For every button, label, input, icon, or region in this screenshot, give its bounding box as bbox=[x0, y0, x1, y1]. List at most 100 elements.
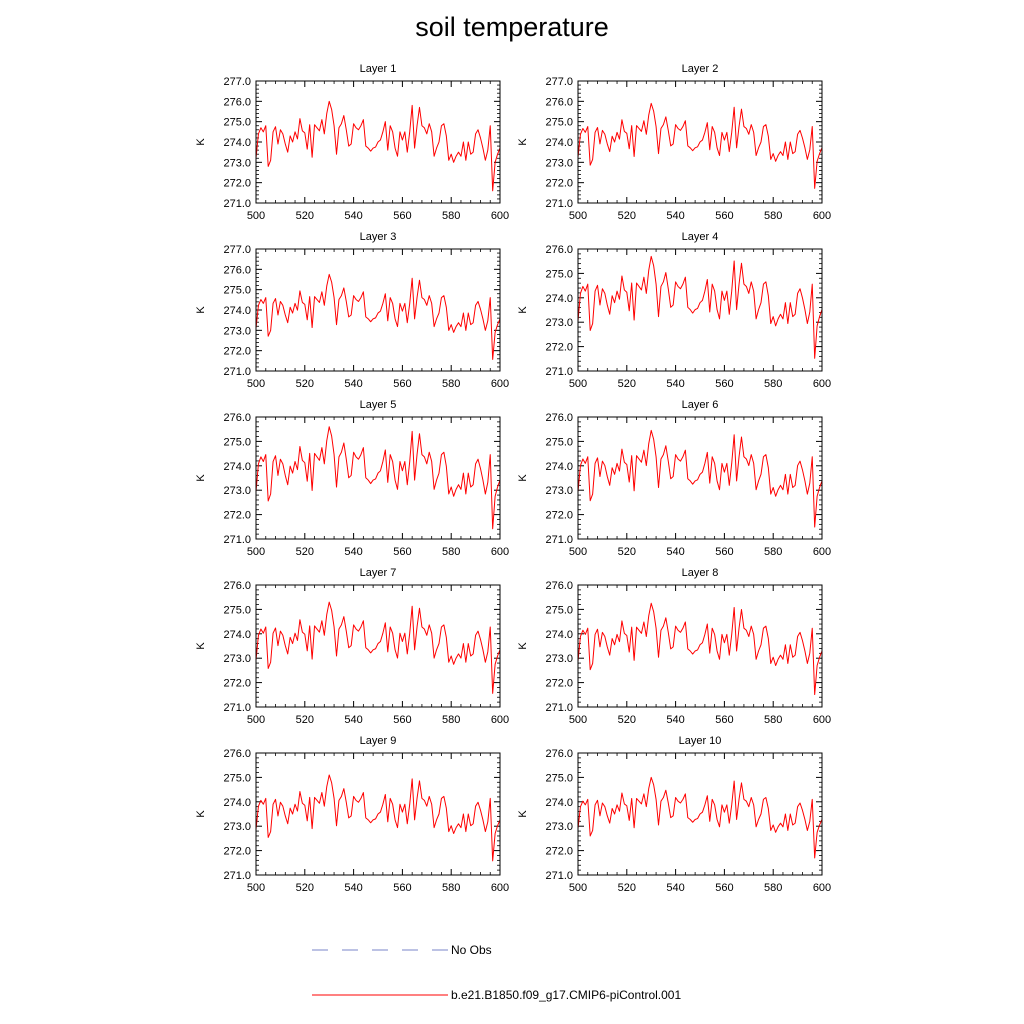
x-tick-label: 520 bbox=[618, 210, 636, 222]
y-tick-label: 274.0 bbox=[545, 293, 573, 305]
y-tick-label: 276.0 bbox=[545, 244, 573, 256]
series-line-model bbox=[577, 776, 823, 859]
x-tick-label: 500 bbox=[569, 210, 587, 222]
x-tick-label: 520 bbox=[618, 378, 636, 390]
panel-title: Layer 7 bbox=[360, 567, 397, 579]
panel-title: Layer 9 bbox=[360, 735, 397, 747]
legend-model-label: b.e21.B1850.f09_g17.CMIP6-piControl.001 bbox=[451, 988, 681, 1002]
x-tick-label: 560 bbox=[715, 714, 733, 726]
x-tick-label: 540 bbox=[344, 378, 362, 390]
y-tick-label: 273.0 bbox=[545, 317, 573, 329]
plot-frame bbox=[255, 584, 501, 708]
x-tick-label: 580 bbox=[442, 210, 460, 222]
y-axis-label: K bbox=[195, 642, 207, 650]
x-tick-label: 560 bbox=[715, 882, 733, 894]
x-tick-label: 540 bbox=[666, 210, 684, 222]
y-tick-label: 276.0 bbox=[223, 96, 251, 108]
x-tick-label: 600 bbox=[813, 210, 831, 222]
panel-title: Layer 1 bbox=[360, 63, 397, 75]
x-tick-label: 600 bbox=[491, 714, 509, 726]
y-tick-label: 275.0 bbox=[223, 117, 251, 129]
x-tick-label: 560 bbox=[715, 210, 733, 222]
x-tick-label: 600 bbox=[813, 714, 831, 726]
y-axis-label: K bbox=[517, 642, 529, 650]
panel-1: Layer 1 K 500 520 540 560 580 600 271.0 272.0 273.… bbox=[195, 63, 509, 222]
x-tick-label: 600 bbox=[491, 210, 509, 222]
y-tick-label: 275.0 bbox=[545, 436, 573, 448]
x-tick-label: 580 bbox=[764, 210, 782, 222]
x-tick-label: 500 bbox=[247, 210, 265, 222]
panel-3: Layer 3 K 500 520 540 560 580 600 271.0 272.0 273.… bbox=[195, 231, 509, 390]
y-tick-label: 272.0 bbox=[545, 342, 573, 354]
x-tick-label: 560 bbox=[393, 378, 411, 390]
series-line-model bbox=[255, 601, 501, 694]
y-tick-label: 273.0 bbox=[545, 821, 573, 833]
y-axis-label: K bbox=[517, 810, 529, 818]
panel-4: Layer 4 K 500 520 540 560 580 600 271.0 272.0 273.… bbox=[517, 231, 831, 390]
x-tick-label: 600 bbox=[813, 882, 831, 894]
y-tick-label: 277.0 bbox=[545, 76, 573, 88]
x-tick-label: 520 bbox=[296, 714, 314, 726]
y-tick-label: 275.0 bbox=[223, 604, 251, 616]
series-line-model bbox=[255, 426, 501, 530]
x-tick-label: 580 bbox=[764, 546, 782, 558]
series-line-model bbox=[255, 774, 501, 862]
x-tick-label: 540 bbox=[666, 546, 684, 558]
panel-title: Layer 4 bbox=[682, 231, 719, 243]
panel-7: Layer 7 K 500 520 540 560 580 600 271.0 272.0 273.… bbox=[195, 567, 509, 726]
x-tick-label: 520 bbox=[296, 378, 314, 390]
series-line-model bbox=[577, 602, 823, 696]
y-tick-label: 272.0 bbox=[223, 178, 251, 190]
plot-frame bbox=[255, 80, 501, 204]
y-tick-label: 272.0 bbox=[545, 510, 573, 522]
x-tick-label: 540 bbox=[344, 714, 362, 726]
y-tick-label: 271.0 bbox=[545, 702, 573, 714]
x-tick-label: 540 bbox=[666, 378, 684, 390]
panel-10: Layer 10 K 500 520 540 560 580 600 271.0 272.0 273… bbox=[517, 735, 831, 894]
y-tick-label: 276.0 bbox=[223, 580, 251, 592]
x-tick-label: 560 bbox=[715, 546, 733, 558]
y-tick-label: 274.0 bbox=[545, 461, 573, 473]
y-tick-label: 277.0 bbox=[223, 244, 251, 256]
x-tick-label: 500 bbox=[247, 714, 265, 726]
y-tick-label: 274.0 bbox=[545, 137, 573, 149]
panel-title: Layer 5 bbox=[360, 399, 397, 411]
y-tick-label: 273.0 bbox=[223, 821, 251, 833]
y-tick-label: 271.0 bbox=[545, 198, 573, 210]
y-axis-label: K bbox=[517, 138, 529, 146]
panel-title: Layer 10 bbox=[679, 735, 722, 747]
y-tick-label: 275.0 bbox=[545, 604, 573, 616]
plot-frame bbox=[577, 248, 823, 372]
x-tick-label: 520 bbox=[618, 546, 636, 558]
panel-5: Layer 5 K 500 520 540 560 580 600 271.0 272.0 273.… bbox=[195, 399, 509, 558]
x-tick-label: 560 bbox=[393, 714, 411, 726]
plot-frame bbox=[577, 80, 823, 204]
y-tick-label: 271.0 bbox=[223, 870, 251, 882]
y-axis-label: K bbox=[517, 474, 529, 482]
x-tick-label: 540 bbox=[344, 210, 362, 222]
y-tick-label: 271.0 bbox=[545, 366, 573, 378]
x-tick-label: 500 bbox=[247, 882, 265, 894]
x-tick-label: 580 bbox=[442, 546, 460, 558]
y-tick-label: 276.0 bbox=[545, 748, 573, 760]
y-tick-label: 274.0 bbox=[545, 629, 573, 641]
y-tick-label: 272.0 bbox=[545, 178, 573, 190]
y-axis-label: K bbox=[195, 306, 207, 314]
x-tick-label: 540 bbox=[666, 882, 684, 894]
series-line-model bbox=[577, 102, 823, 189]
y-tick-label: 273.0 bbox=[545, 653, 573, 665]
x-tick-label: 580 bbox=[764, 882, 782, 894]
y-tick-label: 274.0 bbox=[223, 629, 251, 641]
x-tick-label: 560 bbox=[393, 210, 411, 222]
x-tick-label: 540 bbox=[666, 714, 684, 726]
plot-frame bbox=[255, 248, 501, 372]
y-tick-label: 275.0 bbox=[223, 772, 251, 784]
y-tick-label: 271.0 bbox=[223, 198, 251, 210]
panel-2: Layer 2 K 500 520 540 560 580 600 271.0 272.0 273.… bbox=[517, 63, 831, 222]
plot-frame bbox=[577, 416, 823, 540]
legend-obs-label: No Obs bbox=[451, 943, 492, 957]
y-tick-label: 276.0 bbox=[545, 580, 573, 592]
panel-grid: Layer 1 K 500 520 540 560 580 600 271.0 272.0 273.… bbox=[195, 63, 831, 894]
x-tick-label: 520 bbox=[618, 714, 636, 726]
